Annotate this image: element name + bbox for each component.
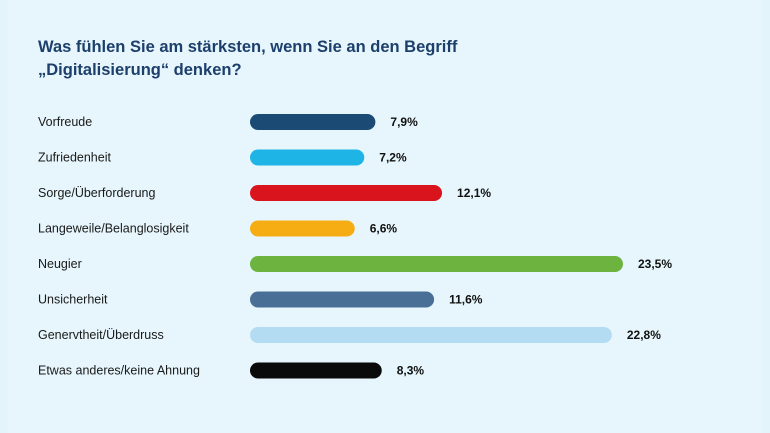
value-label-zufriedenheit: 7,2% [379,151,407,165]
category-label-genervtheit-überdruss: Genervtheit/Überdruss [38,328,164,342]
chart-title-line-1: Was fühlen Sie am stärksten, wenn Sie an… [38,38,458,56]
bar-neugier [250,256,623,272]
category-label-unsicherheit: Unsicherheit [38,293,108,307]
value-label-etwas-anderes-keine-ahnung: 8,3% [397,364,425,378]
bar-etwas-anderes-keine-ahnung [250,362,382,379]
bar-zufriedenheit [250,149,365,166]
value-label-sorge-überforderung: 12,1% [457,186,491,200]
bar-langeweile-belanglosigkeit [250,220,355,237]
category-label-etwas-anderes-keine-ahnung: Etwas anderes/keine Ahnung [38,364,200,378]
chart-card [8,0,762,433]
bar-unsicherheit [250,291,435,308]
category-label-vorfreude: Vorfreude [38,115,92,129]
value-label-vorfreude: 7,9% [390,115,418,129]
value-label-genervtheit-überdruss: 22,8% [627,328,661,342]
bar-sorge-überforderung [250,185,443,201]
chart-title: Was fühlen Sie am stärksten, wenn Sie an… [38,36,638,82]
chart-title-line-2: „Digitalisierung“ denken? [38,61,242,79]
bar-vorfreude [250,114,376,130]
value-label-unsicherheit: 11,6% [449,293,483,307]
category-label-neugier: Neugier [38,257,82,271]
value-label-neugier: 23,5% [638,257,672,271]
category-label-sorge-überforderung: Sorge/Überforderung [38,186,155,200]
category-label-langeweile-belanglosigkeit: Langeweile/Belanglosigkeit [38,222,189,236]
category-label-zufriedenheit: Zufriedenheit [38,151,111,165]
value-label-langeweile-belanglosigkeit: 6,6% [370,222,398,236]
bar-genervtheit-überdruss [250,327,612,343]
